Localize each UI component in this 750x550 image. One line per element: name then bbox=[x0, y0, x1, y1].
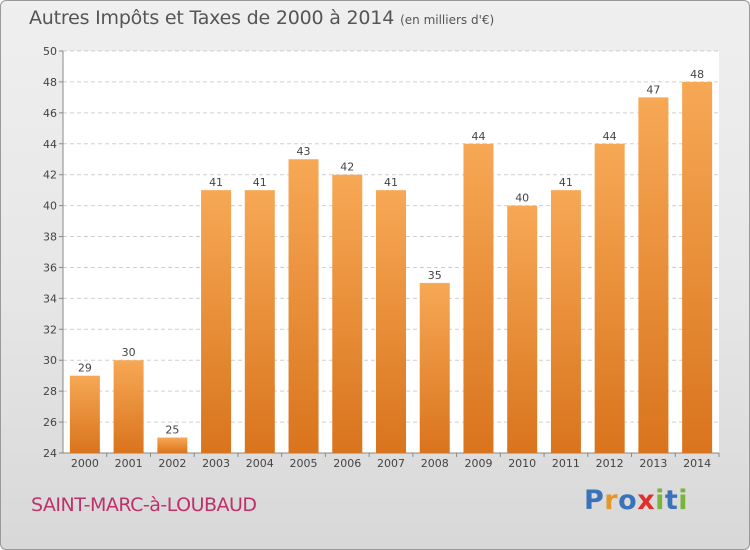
logo-letter: P bbox=[584, 485, 605, 516]
x-tick-label: 2007 bbox=[377, 457, 405, 470]
chart-unit-text: (en milliers d'€) bbox=[400, 13, 495, 27]
bar bbox=[332, 174, 363, 453]
proxiti-logo: Proxiti bbox=[584, 485, 688, 516]
x-tick-label: 2006 bbox=[333, 457, 361, 470]
chart-title: Autres Impôts et Taxes de 2000 à 2014 (en… bbox=[29, 7, 494, 29]
data-label: 42 bbox=[340, 161, 354, 174]
bar bbox=[157, 437, 188, 453]
bar bbox=[419, 282, 450, 453]
data-label: 41 bbox=[384, 176, 398, 189]
x-tick-label: 2010 bbox=[508, 457, 536, 470]
data-label: 48 bbox=[690, 68, 704, 81]
y-tick-label: 40 bbox=[43, 200, 57, 213]
chart-title-text: Autres Impôts et Taxes de 2000 à 2014 bbox=[29, 7, 395, 29]
logo-letter: i bbox=[655, 485, 665, 516]
bar-chart: 24 26 28 30 32 34 36 38 40 42 44 46 48 50 29 2000 30 2001… bbox=[43, 45, 720, 470]
x-tick-label: 2004 bbox=[246, 457, 274, 470]
logo-letter: o bbox=[618, 485, 638, 516]
data-label: 40 bbox=[515, 192, 529, 205]
y-tick-label: 24 bbox=[43, 447, 57, 460]
data-label: 43 bbox=[297, 145, 311, 158]
bar bbox=[463, 143, 494, 453]
bar bbox=[376, 190, 406, 453]
y-tick-label: 34 bbox=[43, 292, 57, 305]
bar bbox=[594, 143, 625, 453]
bar bbox=[244, 190, 275, 453]
data-label: 47 bbox=[646, 83, 660, 96]
x-tick-label: 2002 bbox=[158, 457, 186, 470]
y-tick-label: 32 bbox=[43, 323, 57, 336]
x-tick-label: 2014 bbox=[683, 457, 711, 470]
x-tick-label: 2001 bbox=[115, 457, 143, 470]
x-tick-label: 2012 bbox=[596, 457, 624, 470]
data-label: 44 bbox=[471, 130, 485, 143]
data-label: 44 bbox=[603, 130, 617, 143]
bar bbox=[113, 360, 144, 453]
y-tick-label: 44 bbox=[43, 138, 57, 151]
logo-letter: i bbox=[678, 485, 689, 516]
y-tick-label: 42 bbox=[43, 169, 57, 182]
bar bbox=[507, 205, 538, 453]
y-tick-label: 38 bbox=[43, 231, 57, 244]
data-label: 41 bbox=[559, 176, 573, 189]
x-tick-label: 2008 bbox=[421, 457, 449, 470]
y-tick-label: 46 bbox=[43, 107, 57, 120]
data-label: 25 bbox=[165, 424, 179, 437]
data-label: 30 bbox=[122, 346, 136, 359]
bar bbox=[550, 190, 581, 453]
data-label: 29 bbox=[78, 362, 92, 375]
commune-name: SAINT-MARC-à-LOUBAUD bbox=[31, 494, 257, 516]
x-tick-label: 2013 bbox=[639, 457, 667, 470]
y-tick-label: 30 bbox=[43, 354, 57, 367]
data-label: 41 bbox=[253, 176, 267, 189]
bar bbox=[288, 159, 319, 453]
data-label: 35 bbox=[428, 269, 442, 282]
y-tick-label: 48 bbox=[43, 76, 57, 89]
y-tick-label: 36 bbox=[43, 261, 57, 274]
logo-letter: t bbox=[664, 485, 679, 516]
bar bbox=[682, 81, 713, 453]
x-tick-label: 2000 bbox=[71, 457, 99, 470]
bar bbox=[638, 97, 669, 453]
bar bbox=[201, 190, 232, 453]
logo-letter: r bbox=[604, 485, 619, 516]
logo-letter: x bbox=[637, 485, 656, 516]
y-tick-label: 50 bbox=[43, 45, 57, 58]
y-tick-label: 28 bbox=[43, 385, 57, 398]
x-tick-label: 2003 bbox=[202, 457, 230, 470]
x-tick-label: 2011 bbox=[552, 457, 580, 470]
y-tick-label: 26 bbox=[43, 416, 57, 429]
x-tick-label: 2005 bbox=[290, 457, 318, 470]
data-label: 41 bbox=[209, 176, 223, 189]
x-tick-label: 2009 bbox=[464, 457, 492, 470]
bar bbox=[69, 375, 100, 453]
